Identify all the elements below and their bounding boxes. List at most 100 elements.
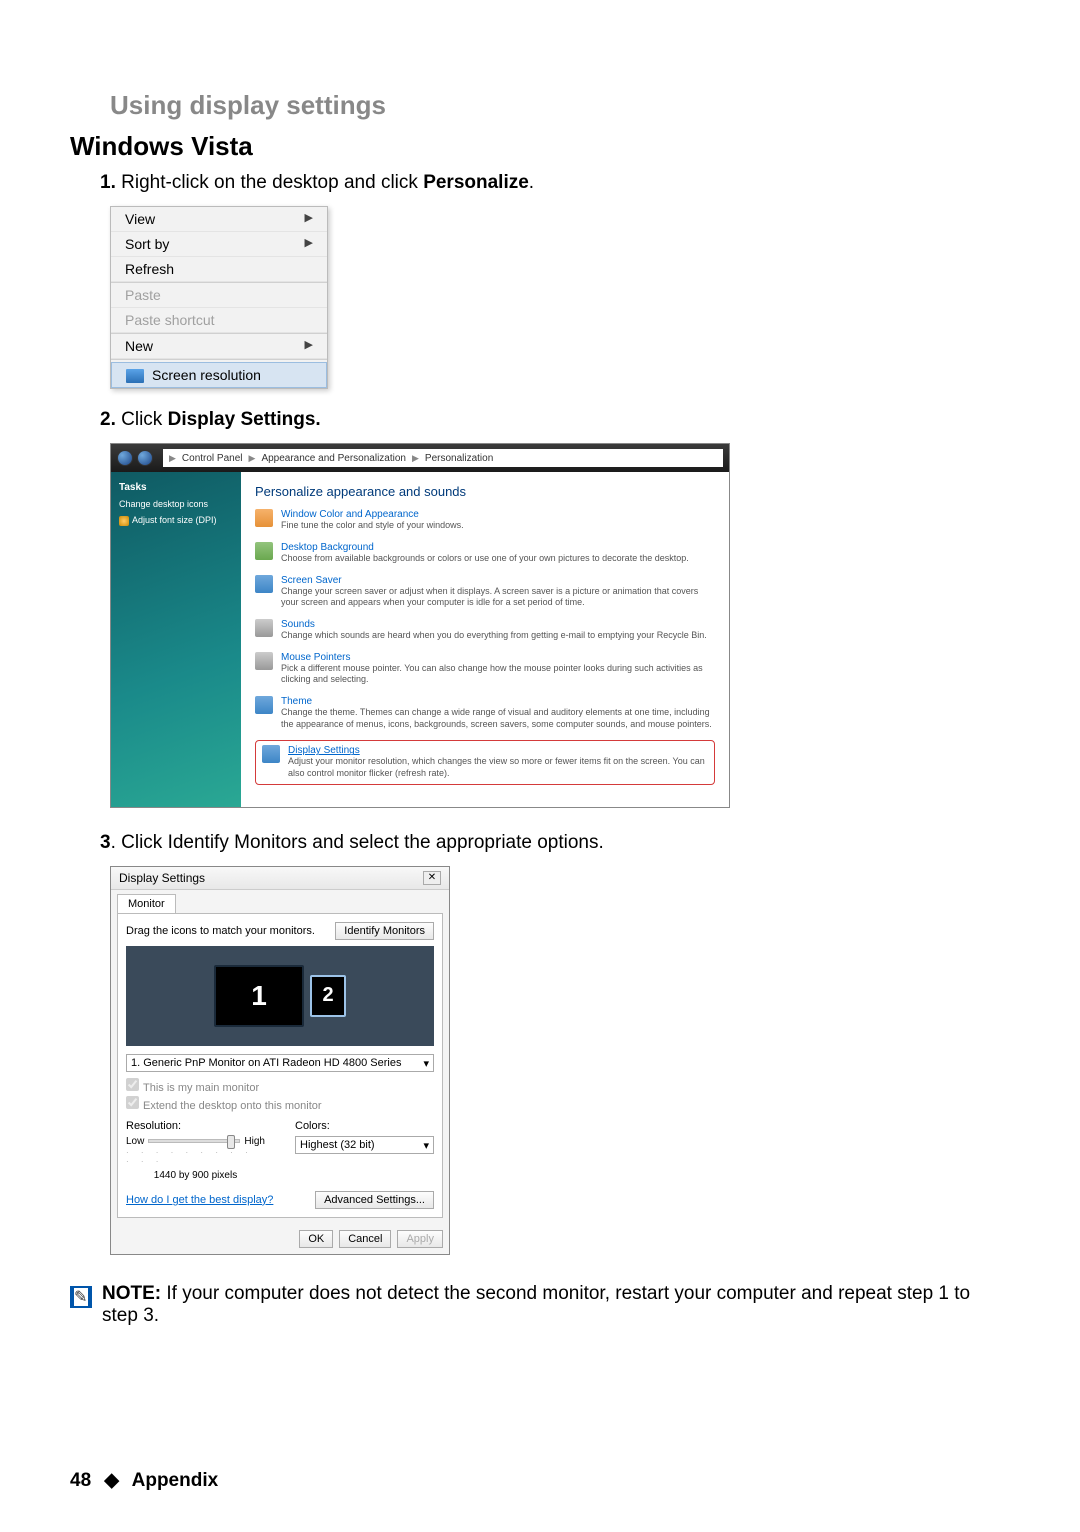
monitor-2[interactable]: 2 <box>310 975 346 1017</box>
menu-item-refresh[interactable]: Refresh <box>111 257 327 282</box>
item-mouse-pointers[interactable]: Mouse Pointers Pick a different mouse po… <box>255 652 715 686</box>
window-titlebar: ▶ Control Panel ▶ Appearance and Persona… <box>111 444 729 472</box>
step-text: Click <box>121 409 167 430</box>
section-title: Using display settings <box>110 90 1010 121</box>
display-settings-dialog: Display Settings ✕ Monitor Drag the icon… <box>110 866 450 1255</box>
ok-button[interactable]: OK <box>299 1230 333 1248</box>
step-bold: Personalize <box>423 172 529 193</box>
dialog-button-row: OK Cancel Apply <box>111 1224 449 1254</box>
menu-label: View <box>125 211 155 227</box>
checkbox-input <box>126 1078 139 1091</box>
personalization-main: Personalize appearance and sounds Window… <box>241 472 729 807</box>
item-desc: Pick a different mouse pointer. You can … <box>281 663 715 686</box>
slider-thumb[interactable] <box>227 1135 235 1149</box>
submenu-arrow-icon: ▶ <box>305 236 313 252</box>
checkbox-label: Extend the desktop onto this monitor <box>143 1100 322 1112</box>
nav-forward-button[interactable] <box>137 450 153 466</box>
screensaver-icon <box>255 575 273 593</box>
task-label: Adjust font size (DPI) <box>132 515 217 525</box>
item-sounds[interactable]: Sounds Change which sounds are heard whe… <box>255 619 715 642</box>
page-number: 48 <box>70 1470 91 1491</box>
breadcrumb-item[interactable]: Control Panel <box>182 453 243 464</box>
colors-label: Colors: <box>295 1120 434 1132</box>
select-value: Highest (32 bit) <box>300 1139 375 1151</box>
tasks-heading: Tasks <box>119 482 233 493</box>
step-number: 2. <box>100 409 116 430</box>
resolution-label: Resolution: <box>126 1120 265 1132</box>
resolution-slider[interactable] <box>148 1139 240 1143</box>
breadcrumb-item[interactable]: Appearance and Personalization <box>261 453 406 464</box>
page-footer: 48 ◆ Appendix <box>70 1469 218 1492</box>
task-change-icons[interactable]: Change desktop icons <box>119 499 233 509</box>
tab-monitor[interactable]: Monitor <box>117 894 176 913</box>
menu-item-view[interactable]: View ▶ <box>111 207 327 232</box>
apply-button: Apply <box>397 1230 443 1248</box>
display-icon <box>262 745 280 763</box>
help-link[interactable]: How do I get the best display? <box>126 1194 273 1206</box>
footer-section-label: Appendix <box>132 1470 219 1491</box>
monitor-select[interactable]: 1. Generic PnP Monitor on ATI Radeon HD … <box>126 1054 434 1072</box>
drag-instruction: Drag the icons to match your monitors. <box>126 925 315 937</box>
chevron-down-icon: ▾ <box>423 1139 429 1152</box>
item-link[interactable]: Desktop Background <box>281 542 689 553</box>
breadcrumb-arrow-icon: ▶ <box>249 453 256 464</box>
breadcrumb-arrow-icon: ▶ <box>169 453 176 464</box>
tasks-sidebar: Tasks Change desktop icons Adjust font s… <box>111 472 241 807</box>
note-icon <box>70 1286 92 1308</box>
item-theme[interactable]: Theme Change the theme. Themes can chang… <box>255 696 715 730</box>
item-link[interactable]: Window Color and Appearance <box>281 509 464 520</box>
slider-low-label: Low <box>126 1136 144 1147</box>
item-desktop-bg[interactable]: Desktop Background Choose from available… <box>255 542 715 565</box>
cancel-button[interactable]: Cancel <box>339 1230 391 1248</box>
select-value: 1. Generic PnP Monitor on ATI Radeon HD … <box>131 1057 401 1069</box>
item-link[interactable]: Theme <box>281 696 715 707</box>
advanced-settings-button[interactable]: Advanced Settings... <box>315 1191 434 1209</box>
sounds-icon <box>255 619 273 637</box>
monitor-1[interactable]: 1 <box>214 965 304 1027</box>
breadcrumb[interactable]: ▶ Control Panel ▶ Appearance and Persona… <box>163 449 723 467</box>
item-desc: Change which sounds are heard when you d… <box>281 630 707 642</box>
identify-monitors-button[interactable]: Identify Monitors <box>335 922 434 940</box>
menu-label: Refresh <box>125 261 174 277</box>
step-text: Right-click on the desktop and click <box>121 172 423 193</box>
item-desc: Change your screen saver or adjust when … <box>281 586 715 609</box>
menu-item-new[interactable]: New ▶ <box>111 334 327 359</box>
checkbox-extend-desktop: Extend the desktop onto this monitor <box>126 1096 434 1112</box>
note: NOTE: If your computer does not detect t… <box>70 1283 1010 1327</box>
desktop-bg-icon <box>255 542 273 560</box>
separator <box>111 359 327 360</box>
checkbox-main-monitor: This is my main monitor <box>126 1078 434 1094</box>
os-title: Windows Vista <box>70 131 1010 162</box>
personalization-window: ▶ Control Panel ▶ Appearance and Persona… <box>110 443 730 808</box>
note-label: NOTE: <box>102 1283 161 1304</box>
item-screensaver[interactable]: Screen Saver Change your screen saver or… <box>255 575 715 609</box>
item-link[interactable]: Screen Saver <box>281 575 715 586</box>
menu-item-sortby[interactable]: Sort by ▶ <box>111 232 327 257</box>
note-text: If your computer does not detect the sec… <box>102 1283 970 1326</box>
colors-control: Colors: Highest (32 bit) ▾ <box>295 1120 434 1181</box>
item-link[interactable]: Mouse Pointers <box>281 652 715 663</box>
colors-select[interactable]: Highest (32 bit) ▾ <box>295 1136 434 1154</box>
task-adjust-dpi[interactable]: Adjust font size (DPI) <box>119 515 233 526</box>
item-window-color[interactable]: Window Color and Appearance Fine tune th… <box>255 509 715 532</box>
step-number: 3 <box>100 832 111 853</box>
close-button[interactable]: ✕ <box>423 871 441 885</box>
breadcrumb-item[interactable]: Personalization <box>425 453 493 464</box>
step-bold: Display Settings. <box>168 409 321 430</box>
step-text: . Click Identify Monitors and select the… <box>111 832 604 853</box>
slider-ticks: · · · · · · · · · · · · <box>126 1148 265 1166</box>
step-3: 3. Click Identify Monitors and select th… <box>100 832 1010 854</box>
diamond-icon: ◆ <box>104 1470 119 1491</box>
monitor-icon <box>126 369 144 383</box>
nav-back-button[interactable] <box>117 450 133 466</box>
menu-item-screen-resolution[interactable]: Screen resolution <box>111 362 327 388</box>
step-end: . <box>529 172 534 193</box>
item-desc: Change the theme. Themes can change a wi… <box>281 707 715 730</box>
monitor-arrangement[interactable]: 1 2 <box>126 946 434 1046</box>
item-link[interactable]: Sounds <box>281 619 707 630</box>
submenu-arrow-icon: ▶ <box>305 338 313 354</box>
menu-label: Paste shortcut <box>125 312 215 328</box>
step-number: 1. <box>100 172 116 193</box>
item-link[interactable]: Display Settings <box>288 745 708 756</box>
item-display-settings[interactable]: Display Settings Adjust your monitor res… <box>255 740 715 784</box>
